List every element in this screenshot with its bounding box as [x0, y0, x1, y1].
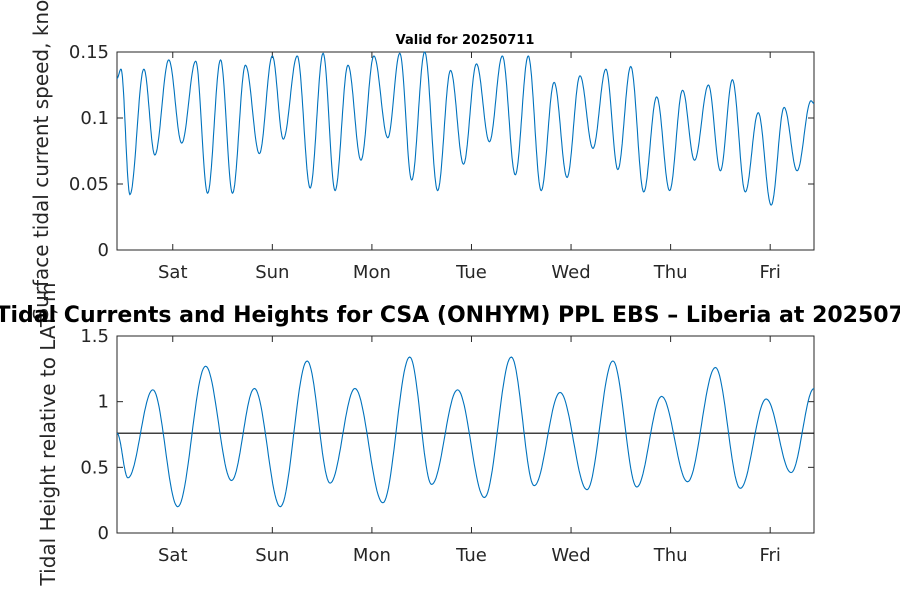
x-tick-label: Sun	[255, 262, 289, 283]
y-tick-label: 0.15	[69, 42, 109, 63]
x-tick-label: Wed	[551, 262, 590, 283]
y-axis-ticks: 0 0.5 1 1.5	[80, 326, 814, 544]
x-tick-label: Fri	[759, 262, 780, 283]
x-tick-label: Thu	[653, 545, 688, 566]
y-tick-label: 0	[98, 523, 109, 544]
y-tick-label: 0.5	[80, 457, 109, 478]
x-tick-label: Fri	[759, 545, 780, 566]
y-tick-label: 1	[98, 392, 109, 413]
y-tick-label: 0.1	[80, 108, 109, 129]
x-tick-label: Tue	[455, 545, 487, 566]
plot-area-frame	[116, 51, 815, 251]
y-axis-ticks: 0 0.05 0.1 0.15	[69, 42, 814, 261]
current-speed-plot: 0 0.05 0.1 0.15 Sat Sun Mon Tue Wed Thu Fri Valid…	[29, 0, 815, 321]
x-tick-label: Thu	[653, 262, 688, 283]
x-tick-label: Wed	[551, 545, 590, 566]
chart-title: Valid for 20250711	[396, 33, 535, 48]
y-axis-label: Surface tidal current speed, knots	[29, 0, 53, 321]
y-tick-label: 0	[98, 240, 109, 261]
x-tick-label: Sun	[255, 545, 289, 566]
x-tick-label: Mon	[353, 262, 391, 283]
y-axis-label: Tidal Height relative to LAT, m	[36, 283, 60, 587]
y-tick-label: 1.5	[80, 326, 109, 347]
y-tick-label: 0.05	[69, 174, 109, 195]
x-tick-label: Sat	[158, 545, 188, 566]
tidal-height-plot: 0 0.5 1 1.5 Sat Sun Mon Tue Wed Thu Fri Tidal Hei…	[36, 283, 815, 587]
current-speed-line	[116, 51, 815, 206]
tidal-height-line	[116, 356, 815, 508]
x-tick-label: Mon	[353, 545, 391, 566]
x-axis-ticks: Sat Sun Mon Tue Wed Thu Fri	[158, 52, 781, 283]
figure-title: Tidal Currents and Heights for CSA (ONHY…	[0, 303, 900, 328]
x-axis-ticks: Sat Sun Mon Tue Wed Thu Fri	[158, 336, 781, 566]
x-tick-label: Tue	[455, 262, 487, 283]
x-tick-label: Sat	[158, 262, 188, 283]
plot-area-frame	[116, 335, 815, 534]
